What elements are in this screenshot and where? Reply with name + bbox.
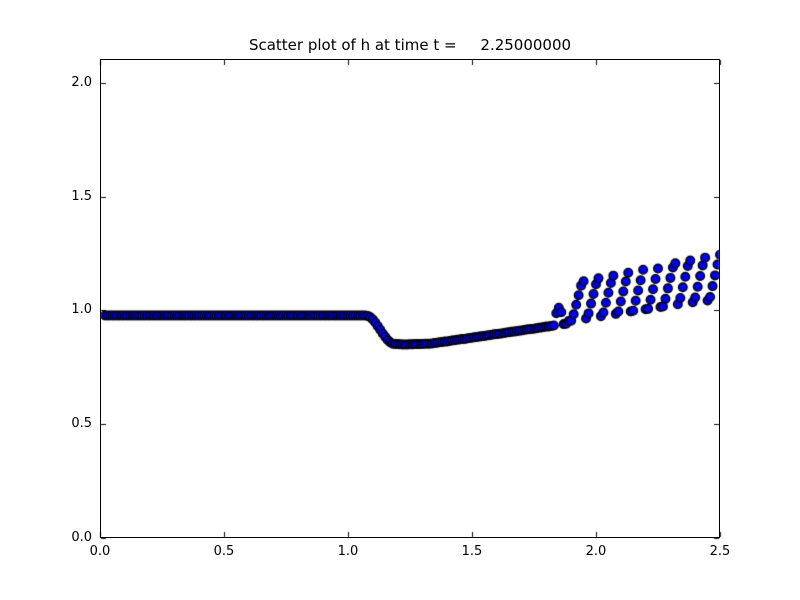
y-tick-label: 2.0: [71, 74, 92, 90]
x-tick-label: 1.5: [461, 544, 483, 559]
x-tick-label: 1.0: [337, 544, 359, 559]
x-tick-label: 2.5: [709, 544, 731, 559]
x-tick-label: 0.5: [213, 544, 235, 559]
y-tick-label: 1.0: [71, 302, 92, 318]
y-tick-label: 0.0: [71, 530, 92, 545]
y-tick-label: 0.5: [71, 416, 92, 432]
x-tick-label: 0.0: [89, 544, 111, 559]
plot-frame: [100, 59, 720, 538]
y-tick-label: 1.5: [71, 188, 92, 204]
x-tick-label: 2.0: [585, 544, 607, 559]
